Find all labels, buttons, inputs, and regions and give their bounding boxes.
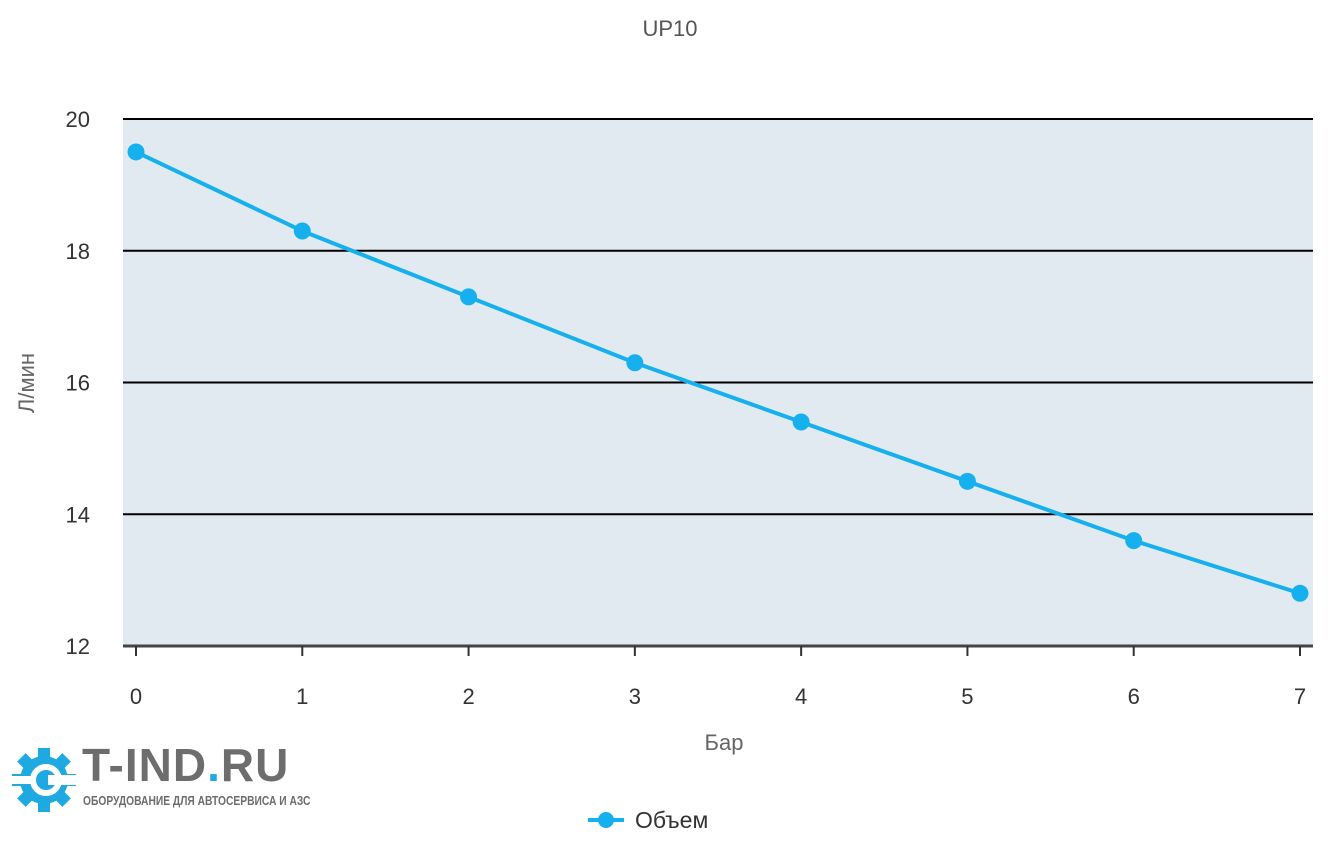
x-tick-label: 4 — [795, 684, 807, 709]
data-point — [460, 288, 478, 306]
x-tick-label: 1 — [296, 684, 308, 709]
x-tick-label: 3 — [629, 684, 641, 709]
x-tick-label: 2 — [462, 684, 474, 709]
x-tick-label: 5 — [961, 684, 973, 709]
y-tick-label: 14 — [66, 502, 90, 527]
logo: T-IND.RU ОБОРУДОВАНИЕ ДЛЯ АВТОСЕРВИСА И … — [10, 739, 320, 816]
legend-label: Объем — [635, 807, 708, 833]
x-tick-label: 7 — [1294, 684, 1306, 709]
gear-wrench-logo-icon — [10, 748, 78, 812]
data-point — [127, 143, 145, 161]
data-point — [958, 472, 976, 490]
x-tick-label: 6 — [1128, 684, 1140, 709]
legend-item[interactable]: Объем — [588, 807, 708, 833]
y-axis-label: Л/мин — [14, 353, 39, 413]
data-point — [1291, 584, 1309, 602]
y-tick-label: 20 — [66, 107, 90, 132]
data-point — [293, 222, 311, 240]
logo-tagline: ОБОРУДОВАНИЕ ДЛЯ АВТОСЕРВИСА И АЗС — [83, 794, 311, 808]
y-tick-label: 16 — [66, 371, 90, 396]
legend-dot-marker — [598, 812, 614, 828]
y-tick-label: 18 — [66, 239, 90, 264]
series-line — [135, 150, 1301, 596]
x-axis-label: Бар — [705, 730, 744, 755]
logo-wordmark: T-IND.RU — [82, 739, 290, 791]
data-point — [626, 354, 644, 372]
data-point — [792, 413, 810, 431]
data-point — [1125, 532, 1143, 550]
y-tick-label: 12 — [66, 634, 90, 659]
x-tick-label: 0 — [130, 684, 142, 709]
chart-title: UP10 — [642, 16, 697, 41]
